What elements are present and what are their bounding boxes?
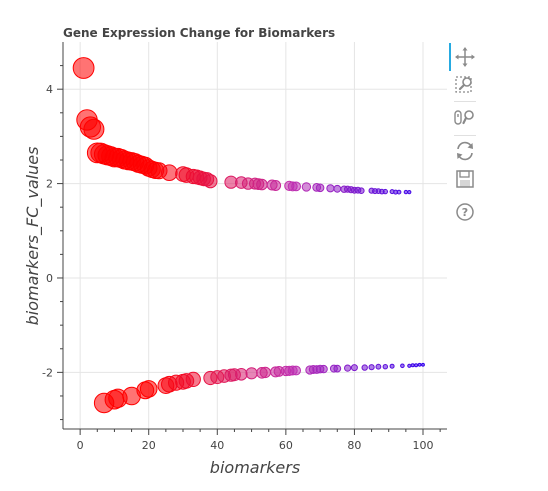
positive-fc-point <box>256 178 268 191</box>
save-tool-button[interactable] <box>453 167 477 191</box>
positive-fc-point <box>326 184 335 193</box>
y-tick-label: -2 <box>42 366 53 379</box>
negative-fc-point <box>245 367 258 380</box>
x-tick-label: 20 <box>142 439 156 452</box>
box-zoom-icon <box>455 76 472 93</box>
axes <box>62 42 447 430</box>
negative-fc-point <box>361 364 368 371</box>
x-axis-label: biomarkers <box>210 458 300 477</box>
negative-fc-point <box>344 364 352 372</box>
negative-fc-point <box>421 362 425 367</box>
positive-fc-point <box>161 164 178 181</box>
negative-fc-point <box>235 368 248 381</box>
svg-text:?: ? <box>462 206 468 219</box>
plot-area[interactable] <box>63 42 447 429</box>
positive-fc-point <box>333 184 342 193</box>
x-tick-label: 40 <box>210 439 224 452</box>
negative-fc-point <box>350 364 358 372</box>
positive-fc-point <box>203 174 218 189</box>
active-tool-indicator <box>449 43 451 71</box>
positive-fc-point <box>270 180 282 191</box>
negative-fc-point <box>375 363 382 370</box>
negative-fc-point <box>410 363 415 368</box>
negative-fc-point <box>139 380 158 398</box>
positive-fc-point <box>358 187 365 194</box>
negative-fc-point <box>414 363 419 368</box>
toolbar-separator <box>454 135 476 136</box>
positive-fc-point <box>396 189 402 195</box>
negative-fc-point <box>185 371 201 387</box>
negative-fc-point <box>382 364 388 370</box>
toolbar-separator <box>454 101 476 102</box>
help-tool-button[interactable]: ? <box>453 200 477 224</box>
reset-icon <box>457 141 473 161</box>
negative-fc-point <box>368 364 375 371</box>
y-tick-label: 0 <box>46 272 53 285</box>
grid <box>63 42 447 429</box>
positive-fc-point <box>407 190 412 195</box>
box-zoom-tool-button[interactable] <box>453 73 477 97</box>
negative-fc-point <box>319 364 328 374</box>
pan-tool-button[interactable] <box>453 45 477 69</box>
positive-fc-point <box>403 189 409 195</box>
help-icon: ? <box>456 203 474 221</box>
save-icon <box>456 170 474 188</box>
data-points <box>72 57 425 414</box>
move-arrows-icon <box>455 47 475 67</box>
positive-fc-point <box>72 57 95 79</box>
negative-fc-point <box>407 363 412 368</box>
ticks: 0 20 40 60 80 100 -2 0 2 4 <box>42 65 441 452</box>
positive-fc-point <box>382 188 388 195</box>
x-tick-label: 60 <box>279 439 293 452</box>
reset-tool-button[interactable] <box>453 139 477 163</box>
negative-fc-point <box>389 363 395 369</box>
negative-fc-point <box>259 366 271 379</box>
positive-fc-point <box>83 118 105 140</box>
positive-fc-point <box>315 183 325 193</box>
y-axis-label: biomarkers_FC_values <box>23 147 43 326</box>
negative-fc-point <box>417 362 422 367</box>
wheel-zoom-tool-button[interactable] <box>453 106 477 130</box>
x-tick-label: 100 <box>413 439 434 452</box>
positive-fc-point <box>301 182 312 192</box>
negative-fc-point <box>291 365 302 376</box>
negative-fc-point <box>333 364 342 373</box>
positive-fc-point <box>291 181 302 192</box>
wheel-zoom-icon <box>454 110 474 125</box>
chart-title: Gene Expression Change for Biomarkers <box>63 26 335 40</box>
negative-fc-point <box>400 363 405 369</box>
y-tick-label: 2 <box>46 178 53 191</box>
x-tick-label: 0 <box>77 439 84 452</box>
y-tick-label: 4 <box>46 83 53 96</box>
x-tick-label: 80 <box>347 439 361 452</box>
